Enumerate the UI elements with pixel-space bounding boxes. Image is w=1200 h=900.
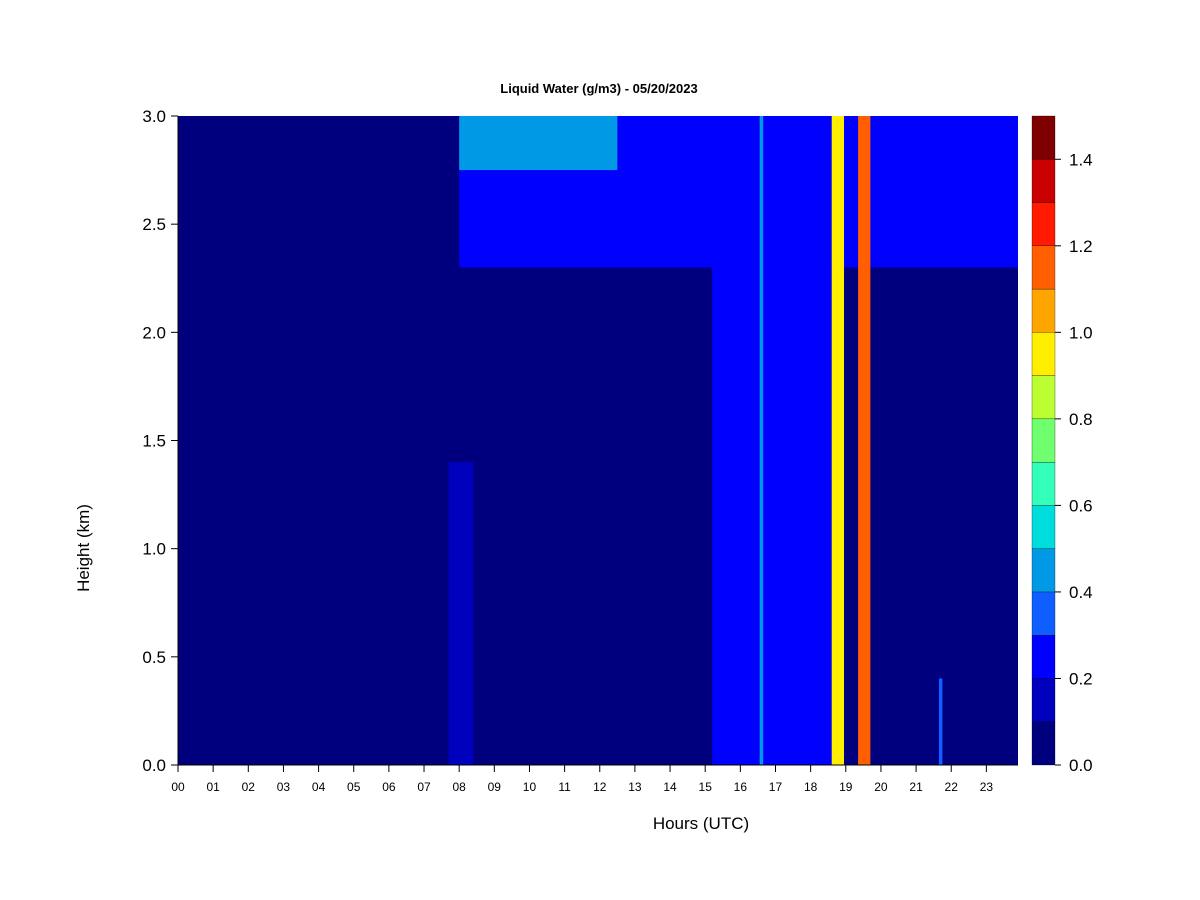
- x-tick-label: 12: [593, 780, 607, 794]
- x-tick-label: 01: [206, 780, 220, 794]
- y-axis-label: Height (km): [74, 504, 93, 592]
- y-tick-label: 2.0: [142, 323, 166, 342]
- x-tick-label: 09: [488, 780, 502, 794]
- colorbar-swatch: [1031, 245, 1056, 290]
- x-tick-label: 23: [980, 780, 994, 794]
- colorbar-swatch: [1031, 202, 1056, 246]
- heatmap-region-6: [858, 116, 871, 765]
- colorbar-tick-label: 0.4: [1069, 583, 1093, 602]
- heatmap-region-3: [712, 116, 832, 765]
- colorbar-swatch: [1031, 332, 1056, 376]
- colorbar-swatch: [1031, 375, 1056, 420]
- colorbar: 0.0 0.2 0.4 0.6 0.8 1.0 1.2 1.4: [1031, 115, 1093, 775]
- x-tick-label: 05: [347, 780, 361, 794]
- x-tick-label: 11: [558, 780, 571, 794]
- colorbar-swatch: [1031, 591, 1056, 636]
- colorbar-swatch: [1031, 635, 1056, 679]
- heatmap-region-4: [759, 116, 764, 765]
- colorbar-tick-label: 0.2: [1069, 669, 1093, 688]
- plot-area: [178, 116, 1019, 765]
- x-tick-label: 16: [734, 780, 748, 794]
- x-tick-label: 17: [769, 780, 783, 794]
- y-tick-label: 0.0: [142, 756, 166, 775]
- colorbar-swatch: [1031, 461, 1056, 506]
- colorbar-swatch: [1031, 418, 1056, 463]
- x-tick-label: 10: [523, 780, 537, 794]
- colorbar-swatch: [1031, 288, 1056, 333]
- x-tick-label: 06: [382, 780, 396, 794]
- heatmap-region-7: [938, 678, 943, 765]
- heatmap-region-5: [831, 116, 845, 765]
- colorbar-swatch: [1031, 115, 1056, 160]
- heatmap-region-1: [459, 116, 618, 171]
- x-axis-label: Hours (UTC): [653, 814, 749, 833]
- x-tick-label: 00: [171, 780, 185, 794]
- y-tick-label: 3.0: [142, 107, 166, 126]
- y-tick-label: 1.5: [142, 432, 166, 451]
- colorbar-tick-label: 0.6: [1069, 496, 1093, 515]
- colorbar-tick-label: 0.8: [1069, 410, 1093, 429]
- x-tick-label: 18: [804, 780, 818, 794]
- x-tick-label: 15: [699, 780, 713, 794]
- axes: 0.0 0.5 1.0 1.5 2.0 2.5 3.0 00 01 02 03 04 05 06 07 08 0…: [142, 107, 1018, 794]
- x-tick-label: 03: [277, 780, 291, 794]
- x-tick-label: 02: [242, 780, 256, 794]
- y-tick-label: 0.5: [142, 648, 166, 667]
- colorbar-swatch: [1031, 159, 1056, 203]
- x-tick-label: 20: [874, 780, 888, 794]
- colorbar-swatch: [1031, 721, 1056, 766]
- colorbar-tick-label: 1.2: [1069, 237, 1093, 256]
- x-tick-label: 13: [628, 780, 642, 794]
- x-tick-label: 04: [312, 780, 326, 794]
- x-tick-label: 08: [452, 780, 466, 794]
- x-tick-label: 22: [945, 780, 959, 794]
- colorbar-swatch: [1031, 678, 1056, 722]
- heatmap-region-2: [448, 462, 474, 765]
- colorbar-tick-label: 0.0: [1069, 756, 1093, 775]
- x-tick-label: 14: [663, 780, 677, 794]
- x-tick-label: 07: [417, 780, 431, 794]
- y-tick-label: 1.0: [142, 540, 166, 559]
- x-tick-label: 19: [839, 780, 853, 794]
- chart-title: Liquid Water (g/m3) - 05/20/2023: [500, 81, 697, 96]
- colorbar-swatch: [1031, 548, 1056, 593]
- colorbar-tick-label: 1.0: [1069, 323, 1093, 342]
- colorbar-tick-label: 1.4: [1069, 150, 1093, 169]
- colorbar-swatch: [1031, 505, 1056, 549]
- y-tick-label: 2.5: [142, 215, 166, 234]
- x-tick-label: 21: [909, 780, 923, 794]
